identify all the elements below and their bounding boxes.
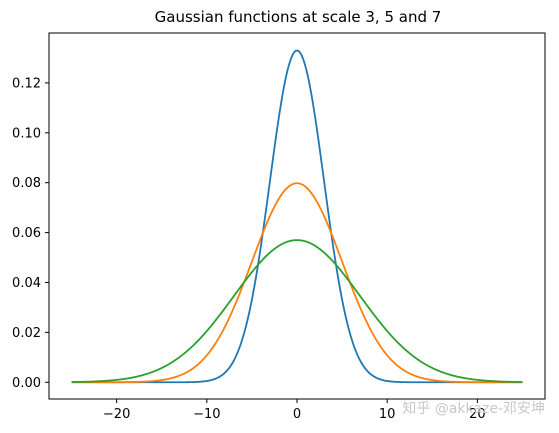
y-tick-label: 0.10 (12, 126, 41, 141)
x-tick-label: 0 (293, 407, 301, 422)
x-tick-label: 10 (379, 407, 396, 422)
series-line-sigma-5 (71, 182, 523, 384)
y-tick-label: 0.12 (12, 76, 41, 91)
watermark-text: 知乎 @akkaze-邓安坤 (402, 400, 545, 417)
series-layer (71, 49, 523, 384)
x-tick-label: 20 (469, 407, 486, 422)
y-tick-label: 0.02 (12, 326, 41, 341)
chart-title: Gaussian functions at scale 3, 5 and 7 (155, 8, 442, 26)
x-tick-label: −10 (193, 407, 220, 422)
y-tick-label: 0.04 (12, 276, 41, 291)
y-tick-label: 0.08 (12, 176, 41, 191)
x-tick-label: −20 (103, 407, 130, 422)
plot-frame (48, 32, 546, 400)
axes-layer: −20 −10 0 10 20 0.00 0.02 0.04 0.06 0.08 0.10 0.12 (12, 32, 546, 422)
series-line-sigma-7 (71, 239, 523, 383)
series-line-sigma-3 (71, 49, 523, 384)
y-tick-label: 0.00 (12, 376, 41, 391)
y-tick-label: 0.06 (12, 226, 41, 241)
